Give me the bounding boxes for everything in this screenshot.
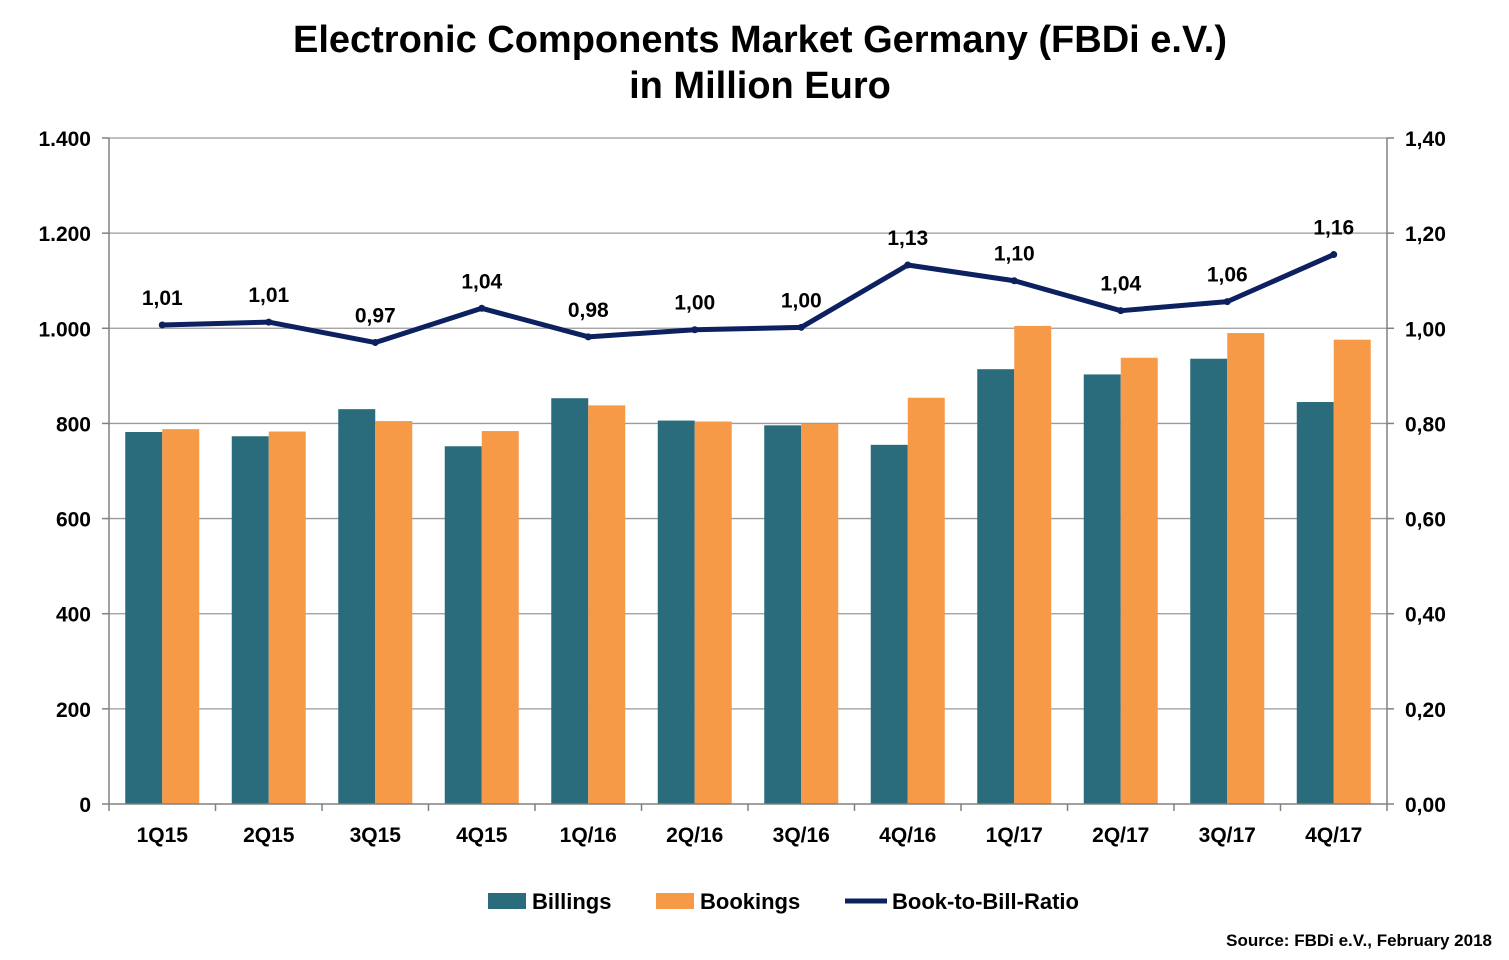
- x-tick-label: 3Q/16: [773, 824, 830, 847]
- bar-bookings: [162, 429, 200, 804]
- ratio-data-label: 1,00: [781, 289, 822, 312]
- source-note: Source: FBDi e.V., February 2018: [1226, 931, 1492, 950]
- bar-bookings: [588, 405, 626, 804]
- legend-label-billings: Billings: [532, 889, 611, 914]
- ratio-data-label: 1,13: [887, 227, 928, 250]
- ratio-data-label: 1,04: [461, 270, 502, 293]
- chart-title-line2: in Million Euro: [629, 65, 891, 107]
- y-axis-left: 0 200 400 600 800 1.000 1.200 1.400: [38, 128, 91, 817]
- ratio-data-labels: 1,01 1,01 0,97 1,04 0,98 1,00 1,00 1,13 1,10 1,04…: [142, 217, 1354, 328]
- bar-billings: [444, 446, 482, 804]
- ratio-point: [478, 304, 486, 312]
- bar-bookings: [801, 423, 839, 804]
- bar-billings: [1190, 358, 1228, 804]
- y-right-tick-label: 0,20: [1405, 699, 1446, 722]
- bar-billings: [1296, 402, 1334, 804]
- bar-billings: [870, 444, 908, 804]
- ratio-data-label: 1,06: [1207, 264, 1248, 287]
- legend-swatch-bookings: [656, 893, 694, 909]
- x-tick-label: 1Q15: [137, 824, 189, 847]
- bar-bookings: [1227, 333, 1265, 804]
- ratio-data-label: 0,98: [568, 299, 609, 322]
- x-tick-label: 4Q15: [456, 824, 508, 847]
- x-tick-label: 4Q/17: [1305, 824, 1362, 847]
- ratio-point: [1223, 298, 1231, 306]
- ratio-point: [904, 261, 912, 269]
- ratio-point: [797, 323, 805, 331]
- bar-billings: [338, 409, 376, 804]
- bar-billings: [125, 431, 163, 804]
- ratio-point: [1117, 307, 1125, 315]
- ratio-point: [158, 321, 166, 329]
- y-right-tick-label: 1,40: [1405, 128, 1446, 151]
- bar-billings: [1083, 374, 1121, 804]
- bar-bookings: [1120, 357, 1158, 804]
- x-tick-label: 2Q/17: [1092, 824, 1149, 847]
- bar-billings: [657, 420, 695, 804]
- y-right-tick-label: 0,00: [1405, 794, 1446, 817]
- bar-bookings: [268, 431, 306, 804]
- ratio-series-line: [159, 252, 1337, 346]
- y-right-tick-label: 1,20: [1405, 223, 1446, 246]
- bar-bookings: [481, 431, 519, 804]
- ratio-point: [1330, 251, 1338, 259]
- bar-bookings: [375, 421, 413, 804]
- y-left-tick-label: 0: [79, 794, 91, 817]
- axes: [102, 137, 1394, 811]
- y-left-tick-label: 1.200: [38, 223, 91, 246]
- ratio-data-label: 1,16: [1313, 217, 1354, 240]
- y-left-tick-label: 200: [56, 699, 91, 722]
- bar-billings: [231, 436, 269, 804]
- ratio-point: [371, 339, 379, 347]
- ratio-data-label: 1,10: [994, 243, 1035, 266]
- y-axis-right: 0,00 0,20 0,40 0,60 0,80 1,00 1,20 1,40: [1405, 128, 1446, 817]
- bar-bookings: [1333, 339, 1371, 804]
- bar-billings: [977, 369, 1015, 804]
- y-left-tick-label: 400: [56, 604, 91, 627]
- legend-swatch-billings: [488, 893, 526, 909]
- legend-label-ratio: Book-to-Bill-Ratio: [892, 889, 1079, 914]
- x-tick-label: 1Q/17: [986, 824, 1043, 847]
- y-right-tick-label: 0,60: [1405, 509, 1446, 532]
- chart-title-line1: Electronic Components Market Germany (FB…: [293, 19, 1227, 61]
- y-right-tick-label: 0,80: [1405, 413, 1446, 436]
- bar-bookings: [1014, 325, 1052, 804]
- ratio-point: [265, 318, 273, 326]
- x-tick-label: 2Q15: [243, 824, 295, 847]
- y-left-tick-label: 600: [56, 509, 91, 532]
- x-tick-label: 2Q/16: [666, 824, 723, 847]
- bar-bookings: [907, 397, 945, 804]
- bar-billings: [551, 398, 589, 804]
- x-tick-label: 1Q/16: [560, 824, 617, 847]
- x-axis: 1Q15 2Q15 3Q15 4Q15 1Q/16 2Q/16 3Q/16 4Q/16 1Q/1…: [137, 824, 1363, 847]
- ratio-data-label: 1,00: [674, 292, 715, 315]
- ratio-data-label: 1,01: [248, 284, 289, 307]
- legend: Billings Bookings Book-to-Bill-Ratio: [488, 889, 1079, 914]
- y-left-tick-label: 1.400: [38, 128, 91, 151]
- ratio-point: [1010, 277, 1018, 285]
- ratio-data-label: 1,01: [142, 287, 183, 310]
- y-right-tick-label: 1,00: [1405, 318, 1446, 341]
- bar-billings: [764, 425, 802, 804]
- y-left-tick-label: 1.000: [38, 318, 91, 341]
- y-left-tick-label: 800: [56, 413, 91, 436]
- ratio-point: [584, 333, 592, 341]
- y-right-tick-label: 0,40: [1405, 604, 1446, 627]
- ratio-data-label: 1,04: [1100, 273, 1141, 296]
- x-tick-label: 3Q/17: [1199, 824, 1256, 847]
- ratio-line: [158, 251, 1338, 347]
- bar-bookings: [694, 421, 732, 804]
- x-tick-label: 4Q/16: [879, 824, 936, 847]
- ratio-data-label: 0,97: [355, 305, 396, 328]
- bars: [125, 325, 1371, 804]
- ratio-point: [691, 326, 699, 334]
- x-tick-label: 3Q15: [350, 824, 402, 847]
- legend-label-bookings: Bookings: [700, 889, 800, 914]
